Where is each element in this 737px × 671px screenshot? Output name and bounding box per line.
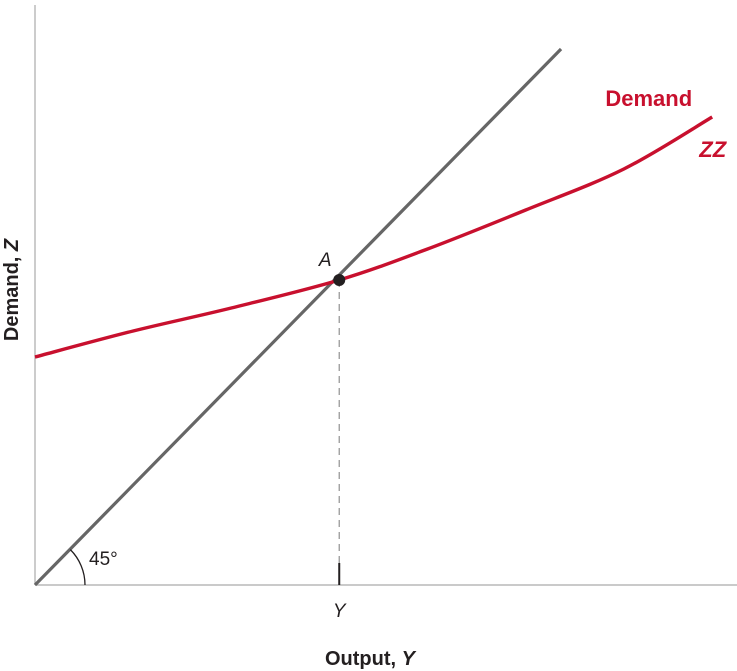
angle-label: 45°	[89, 549, 118, 570]
demand-curve-label: Demand	[605, 86, 692, 111]
equilibrium-point	[333, 274, 346, 286]
x-axis-title: Output, Y	[325, 648, 417, 670]
angle-arc	[69, 549, 86, 586]
x-tick-label: Y	[333, 601, 347, 622]
axes	[34, 5, 737, 586]
forty-five-degree-line	[33, 47, 563, 587]
chart-marks: 45° Demand ZZ A Y	[33, 47, 728, 622]
zz-curve-label: ZZ	[698, 137, 727, 162]
demand-curve-zz	[34, 115, 714, 359]
y-axis-title: Demand, Z	[1, 238, 23, 341]
equilibrium-label: A	[318, 250, 332, 271]
